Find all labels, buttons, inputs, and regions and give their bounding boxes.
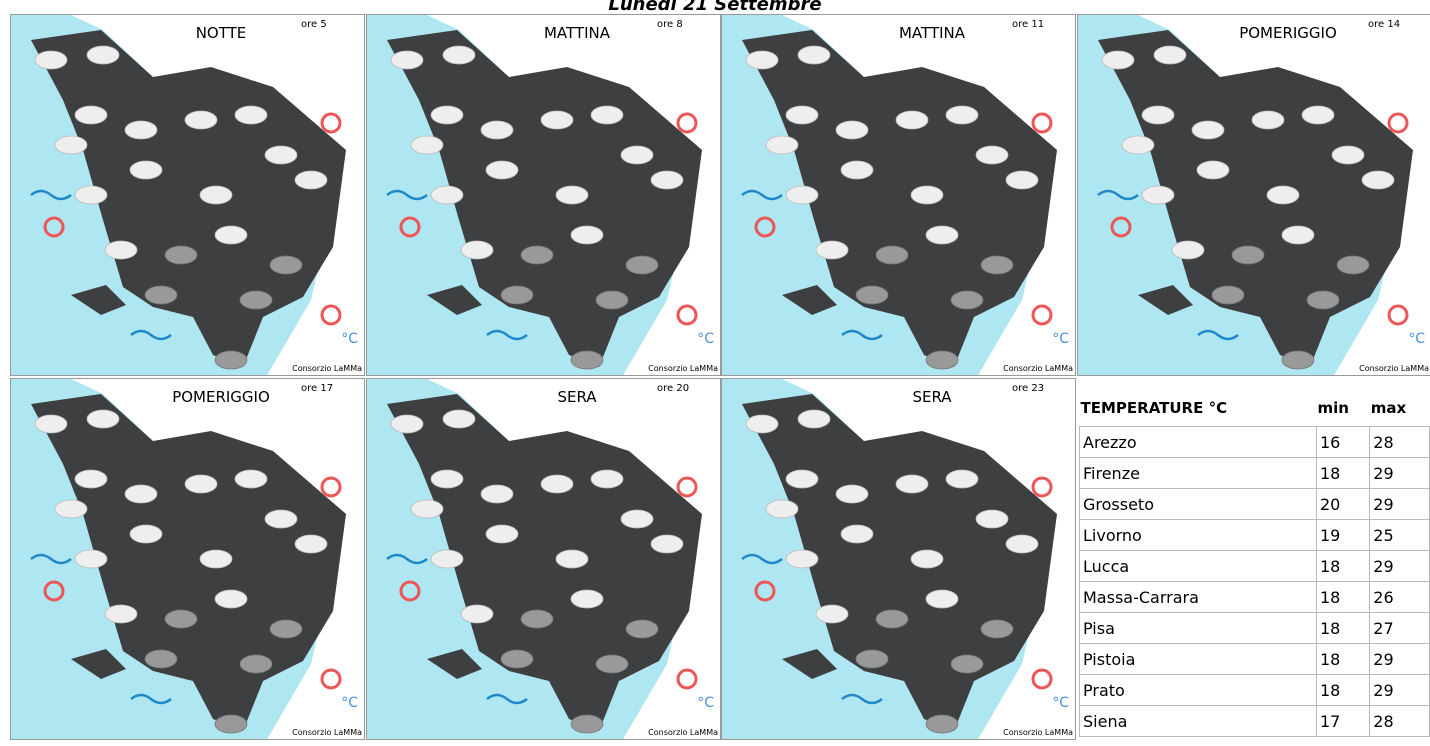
period-label: POMERIGGIO: [1213, 21, 1363, 45]
temperature-cell: 18: [1315, 581, 1371, 613]
forecast-panel: POMERIGGIO ore 14 °C Consorzio LaMMa: [1077, 14, 1430, 376]
hour-label: ore 14: [1368, 19, 1401, 30]
temperature-cell: 25: [1369, 519, 1430, 551]
city-cell: Grosseto: [1079, 488, 1317, 520]
table-row: Grosseto 20 29: [1079, 488, 1430, 520]
temperature-cell: 18: [1315, 457, 1371, 489]
temperature-cell: 29: [1369, 643, 1430, 675]
city-cell: Siena: [1079, 705, 1317, 737]
temperature-cell: 26: [1369, 581, 1430, 613]
hour-label: ore 8: [657, 19, 683, 30]
weather-map: [367, 15, 721, 376]
forecast-panel: NOTTE ore 5 °C Consorzio LaMMa: [10, 14, 365, 376]
temperature-cell: 19: [1315, 519, 1371, 551]
credit: Consorzio LaMMa: [1359, 364, 1429, 373]
city-cell: Prato: [1079, 674, 1317, 706]
period-label: MATTINA: [502, 21, 652, 45]
temperature-cell: 18: [1315, 674, 1371, 706]
temperature-table: TEMPERATURE °C min max Arezzo 16 28 Firenze…: [1079, 390, 1430, 737]
city-cell: Pisa: [1079, 612, 1317, 644]
city-cell: Firenze: [1079, 457, 1317, 489]
forecast-panel: POMERIGGIO ore 17 °C Consorzio LaMMa: [10, 378, 365, 740]
temperature-trend: °C: [697, 331, 714, 347]
temperature-cell: 29: [1369, 457, 1430, 489]
temperature-cell: 18: [1315, 612, 1371, 644]
credit: Consorzio LaMMa: [1003, 364, 1073, 373]
temperature-cell: 29: [1369, 550, 1430, 582]
city-cell: Massa-Carrara: [1079, 581, 1317, 613]
temperature-cell: 29: [1369, 674, 1430, 706]
table-row: Prato 18 29: [1079, 674, 1430, 706]
credit: Consorzio LaMMa: [648, 364, 718, 373]
credit: Consorzio LaMMa: [1003, 728, 1073, 737]
city-cell: Pistoia: [1079, 643, 1317, 675]
table-row: Lucca 18 29: [1079, 550, 1430, 582]
table-row: Livorno 19 25: [1079, 519, 1430, 551]
city-cell: Livorno: [1079, 519, 1317, 551]
hour-label: ore 23: [1012, 383, 1045, 394]
temperature-trend: °C: [341, 331, 358, 347]
temperature-cell: 29: [1369, 488, 1430, 520]
temperature-trend: °C: [1408, 331, 1425, 347]
period-label: NOTTE: [146, 21, 296, 45]
city-cell: Arezzo: [1079, 426, 1317, 458]
hour-label: ore 20: [657, 383, 690, 394]
temperature-cell: 17: [1315, 705, 1371, 737]
temperature-cell: 18: [1315, 550, 1371, 582]
temperature-cell: 18: [1315, 643, 1371, 675]
column-header: min: [1317, 399, 1349, 417]
weather-map: [1078, 15, 1430, 376]
temperature-trend: °C: [341, 695, 358, 711]
period-label: MATTINA: [857, 21, 1007, 45]
column-header: max: [1370, 399, 1407, 417]
period-label: SERA: [857, 385, 1007, 409]
temperature-trend: °C: [1052, 331, 1069, 347]
forecast-panel: MATTINA ore 11 °C Consorzio LaMMa: [721, 14, 1076, 376]
temperature-cell: 28: [1369, 426, 1430, 458]
forecast-panel: MATTINA ore 8 °C Consorzio LaMMa: [366, 14, 721, 376]
table-header: TEMPERATURE °C min max: [1080, 390, 1430, 427]
period-label: SERA: [502, 385, 652, 409]
temperature-cell: 28: [1369, 705, 1430, 737]
temperature-trend: °C: [1052, 695, 1069, 711]
hour-label: ore 17: [301, 383, 334, 394]
table-row: Massa-Carrara 18 26: [1079, 581, 1430, 613]
table-row: Firenze 18 29: [1079, 457, 1430, 489]
weather-map: [11, 379, 365, 740]
table-row: Pistoia 18 29: [1079, 643, 1430, 675]
hour-label: ore 11: [1012, 19, 1045, 30]
temperature-cell: 16: [1315, 426, 1371, 458]
weather-map: [11, 15, 365, 376]
table-row: Siena 17 28: [1079, 705, 1430, 737]
credit: Consorzio LaMMa: [292, 364, 362, 373]
period-label: POMERIGGIO: [146, 385, 296, 409]
temperature-cell: 20: [1315, 488, 1371, 520]
table-title: TEMPERATURE °C: [1080, 399, 1228, 417]
forecast-panel: SERA ore 20 °C Consorzio LaMMa: [366, 378, 721, 740]
forecast-panel: SERA ore 23 °C Consorzio LaMMa: [721, 378, 1076, 740]
weather-map: [722, 15, 1076, 376]
page-title: Lunedì 21 Settembre: [608, 0, 822, 15]
credit: Consorzio LaMMa: [292, 728, 362, 737]
hour-label: ore 5: [301, 19, 327, 30]
table-row: Arezzo 16 28: [1079, 426, 1430, 458]
city-cell: Lucca: [1079, 550, 1317, 582]
temperature-cell: 27: [1369, 612, 1430, 644]
temperature-trend: °C: [697, 695, 714, 711]
weather-map: [722, 379, 1076, 740]
table-row: Pisa 18 27: [1079, 612, 1430, 644]
weather-map: [367, 379, 721, 740]
credit: Consorzio LaMMa: [648, 728, 718, 737]
